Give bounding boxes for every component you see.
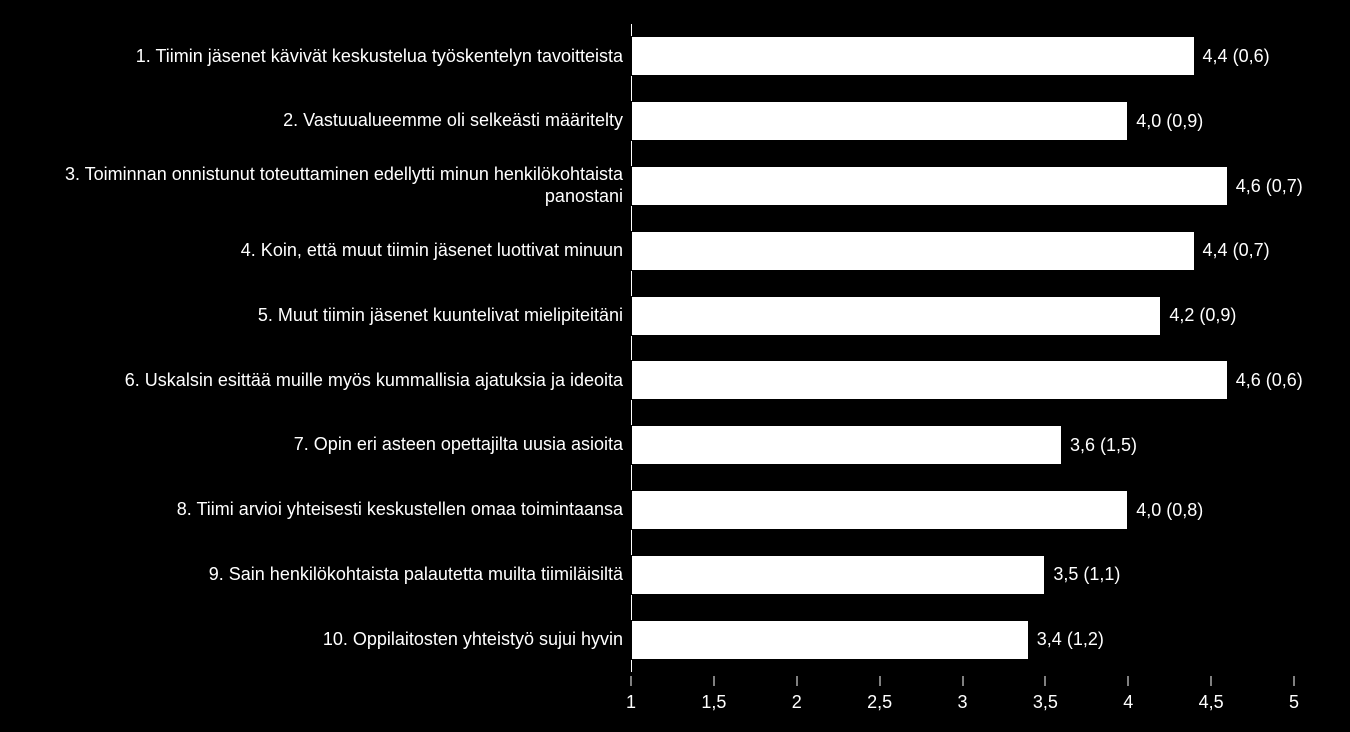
ylabel: 4. Koin, että muut tiimin jäsenet luotti… (0, 218, 623, 283)
xtick-mark (1045, 676, 1046, 686)
bar (631, 36, 1195, 76)
xtick-label: 2 (792, 692, 802, 713)
value-label: 4,4 (0,7) (1203, 231, 1270, 271)
bar (631, 166, 1228, 206)
bar (631, 425, 1062, 465)
bar (631, 296, 1161, 336)
bar (631, 620, 1029, 660)
xtick-mark (631, 676, 632, 686)
chart-body: 1. Tiimin jäsenet kävivät keskustelua ty… (0, 0, 1350, 732)
ylabel: 7. Opin eri asteen opettajilta uusia asi… (0, 413, 623, 478)
xtick-label: 3 (957, 692, 967, 713)
ylabel: 6. Uskalsin esittää muille myös kummalli… (0, 348, 623, 413)
value-label: 4,6 (0,7) (1236, 166, 1303, 206)
xtick-label: 2,5 (867, 692, 892, 713)
ylabel: 5. Muut tiimin jäsenet kuuntelivat mieli… (0, 283, 623, 348)
xtick-mark (1294, 676, 1295, 686)
ylabel: 10. Oppilaitosten yhteistyö sujui hyvin (0, 607, 623, 672)
value-label: 4,2 (0,9) (1169, 296, 1236, 336)
bar (631, 555, 1045, 595)
ylabel: 1. Tiimin jäsenet kävivät keskustelua ty… (0, 24, 623, 89)
xtick-label: 1 (626, 692, 636, 713)
value-label: 4,0 (0,8) (1136, 490, 1203, 530)
bar (631, 360, 1228, 400)
xtick-mark (796, 676, 797, 686)
value-label: 4,4 (0,6) (1203, 36, 1270, 76)
xtick-mark (713, 676, 714, 686)
value-label: 4,0 (0,9) (1136, 101, 1203, 141)
xtick-label: 3,5 (1033, 692, 1058, 713)
xtick-mark (1128, 676, 1129, 686)
xtick-label: 5 (1289, 692, 1299, 713)
plot-area: 4,4 (0,6)4,0 (0,9)4,6 (0,7)4,4 (0,7)4,2 … (631, 24, 1294, 672)
xtick-label: 1,5 (701, 692, 726, 713)
x-axis: 11,522,533,544,55 (631, 676, 1294, 732)
ylabel: 9. Sain henkilökohtaista palautetta muil… (0, 542, 623, 607)
value-label: 4,6 (0,6) (1236, 360, 1303, 400)
xtick-mark (1211, 676, 1212, 686)
xtick-mark (962, 676, 963, 686)
bar (631, 231, 1195, 271)
value-label: 3,4 (1,2) (1037, 620, 1104, 660)
ylabel: 2. Vastuualueemme oli selkeästi määritel… (0, 89, 623, 154)
xtick-label: 4 (1123, 692, 1133, 713)
ylabel: 3. Toiminnan onnistunut toteuttaminen ed… (0, 154, 623, 219)
value-label: 3,6 (1,5) (1070, 425, 1137, 465)
bar-chart: 1. Tiimin jäsenet kävivät keskustelua ty… (0, 0, 1350, 732)
xtick-mark (879, 676, 880, 686)
bar (631, 101, 1128, 141)
ylabels-column: 1. Tiimin jäsenet kävivät keskustelua ty… (0, 24, 631, 672)
bar (631, 490, 1128, 530)
value-label: 3,5 (1,1) (1053, 555, 1120, 595)
ylabel: 8. Tiimi arvioi yhteisesti keskustellen … (0, 478, 623, 543)
xtick-label: 4,5 (1199, 692, 1224, 713)
